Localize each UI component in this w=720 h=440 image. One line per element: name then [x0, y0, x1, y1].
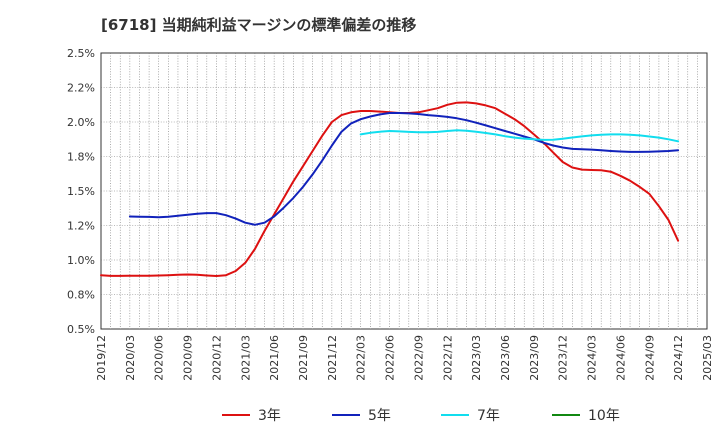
legend-label-5年: 5年	[368, 408, 391, 424]
y-tick-label: 0.8%	[67, 289, 95, 302]
y-tick-label: 0.5%	[67, 323, 95, 336]
x-tick-label: 2024/12	[672, 335, 685, 381]
x-tick-label: 2019/12	[95, 335, 108, 381]
y-tick-label: 1.8%	[67, 151, 95, 164]
x-tick-label: 2025/03	[701, 335, 714, 381]
y-axis-tick-labels: 0.5% 0.8% 1.0% 1.2% 1.5% 1.8% 2.0% 2.2% 2.5%	[67, 47, 95, 336]
chart-title: [6718] 当期純利益マージンの標準偏差の推移	[101, 16, 416, 34]
x-tick-label: 2024/09	[643, 335, 656, 381]
legend-label-10年: 10年	[588, 408, 620, 424]
x-tick-label: 2021/03	[239, 335, 252, 381]
legend: 3年 5年 7年 10年	[222, 408, 620, 424]
x-tick-label: 2021/09	[297, 335, 310, 381]
x-axis-tick-labels: 2019/12 2020/03 2020/06 2020/09 2020/12 2021/…	[95, 335, 714, 381]
x-tick-label: 2023/09	[528, 335, 541, 381]
x-tick-label: 2021/06	[268, 335, 281, 381]
x-tick-label: 2022/06	[384, 335, 397, 381]
x-tick-label: 2023/03	[470, 335, 483, 381]
y-tick-label: 1.5%	[67, 185, 95, 198]
x-tick-label: 2020/12	[210, 335, 223, 381]
series-lines	[100, 101, 680, 277]
horizontal-gridlines	[101, 87, 707, 295]
x-tick-label: 2020/06	[153, 335, 166, 381]
y-tick-label: 2.2%	[67, 82, 95, 95]
y-tick-label: 1.2%	[67, 220, 95, 233]
x-tick-label: 2024/03	[586, 335, 599, 381]
x-tick-label: 2023/12	[557, 335, 570, 381]
x-tick-label: 2021/12	[326, 335, 339, 381]
x-tick-label: 2020/09	[182, 335, 195, 381]
x-tick-label: 2023/06	[499, 335, 512, 381]
legend-label-7年: 7年	[477, 408, 500, 424]
x-tick-label: 2024/06	[614, 335, 627, 381]
series-line-5年	[128, 112, 680, 226]
y-tick-label: 2.5%	[67, 47, 95, 60]
y-tick-label: 2.0%	[67, 116, 95, 129]
legend-label-3年: 3年	[258, 408, 281, 424]
x-tick-label: 2022/12	[441, 335, 454, 381]
x-tick-label: 2022/03	[355, 335, 368, 381]
series-line-7年	[359, 129, 680, 143]
y-tick-label: 1.0%	[67, 254, 95, 267]
x-tick-label: 2020/03	[124, 335, 137, 381]
x-tick-label: 2022/09	[412, 335, 425, 381]
